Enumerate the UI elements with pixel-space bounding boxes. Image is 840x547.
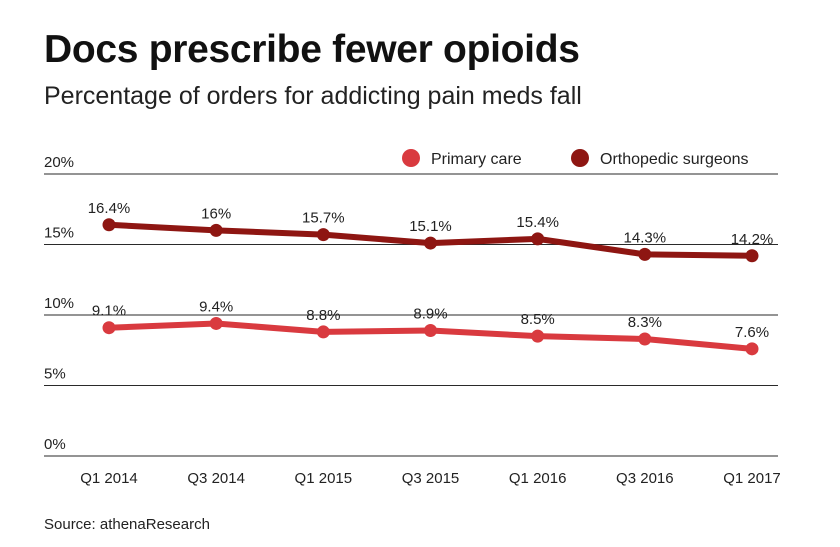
y-tick-label: 20% — [44, 154, 74, 171]
series-primary-care: 9.1% 9.4% 8.8% 8.9% 8.5% 8.3% 7.6% — [92, 298, 769, 356]
chart-title: Docs prescribe fewer opioids — [44, 28, 580, 71]
x-tick-label: Q3 2016 — [616, 470, 674, 487]
x-tick-label: Q1 2014 — [80, 470, 138, 487]
series-orthopedic-surgeons: 16.4% 16% 15.7% 15.1% 15.4% 14.3% 14.2% — [88, 200, 774, 263]
data-point — [102, 218, 116, 232]
legend: Primary care Orthopedic surgeons — [402, 149, 749, 168]
data-point — [209, 316, 223, 330]
source-note: Source: athenaResearch — [44, 516, 210, 533]
x-tick-label: Q1 2015 — [295, 470, 353, 487]
data-point — [316, 228, 330, 242]
data-label: 8.3% — [628, 314, 662, 331]
legend-item: Orthopedic surgeons — [571, 149, 749, 168]
data-label: 8.9% — [413, 306, 447, 323]
data-point — [316, 325, 330, 339]
data-label: 14.2% — [731, 231, 774, 248]
chart-subtitle: Percentage of orders for addicting pain … — [44, 82, 582, 110]
data-point — [424, 324, 437, 338]
data-point — [638, 332, 652, 346]
data-point — [531, 232, 545, 246]
x-axis-ticks: Q1 2014 Q3 2014 Q1 2015 Q3 2015 Q1 2016 Q3 20… — [80, 470, 781, 487]
data-point — [745, 342, 759, 356]
y-tick-label: 15% — [44, 225, 74, 242]
data-label: 8.5% — [521, 311, 555, 328]
x-tick-label: Q1 2017 — [723, 470, 781, 487]
data-point — [102, 321, 116, 335]
data-label: 15.4% — [516, 214, 559, 231]
data-point — [638, 247, 652, 261]
data-label: 16% — [201, 205, 231, 222]
data-point — [745, 249, 759, 263]
data-label: 9.4% — [199, 298, 233, 315]
y-tick-label: 10% — [44, 295, 74, 312]
data-point — [531, 329, 545, 343]
x-tick-label: Q3 2015 — [402, 470, 460, 487]
data-point — [209, 223, 223, 237]
legend-swatch — [402, 149, 420, 167]
data-label: 16.4% — [88, 200, 131, 217]
data-point — [424, 236, 437, 250]
series-group: 9.1% 9.4% 8.8% 8.9% 8.5% 8.3% 7.6% 16.4% 16% 15.7… — [88, 200, 774, 356]
y-tick-label: 5% — [44, 366, 66, 383]
y-axis-ticks: 0% 5% 10% 15% 20% — [44, 154, 74, 453]
legend-item: Primary care — [402, 149, 522, 168]
y-tick-label: 0% — [44, 436, 66, 453]
x-tick-label: Q3 2014 — [187, 470, 245, 487]
data-label: 14.3% — [624, 229, 667, 246]
x-tick-label: Q1 2016 — [509, 470, 567, 487]
data-label: 15.7% — [302, 210, 345, 227]
data-label: 8.8% — [306, 307, 340, 324]
legend-label: Primary care — [431, 151, 522, 168]
legend-label: Orthopedic surgeons — [600, 151, 749, 168]
data-label: 7.6% — [735, 324, 769, 341]
legend-swatch — [571, 149, 589, 167]
gridlines — [44, 173, 778, 457]
data-label: 15.1% — [409, 218, 452, 235]
data-label: 9.1% — [92, 303, 126, 320]
